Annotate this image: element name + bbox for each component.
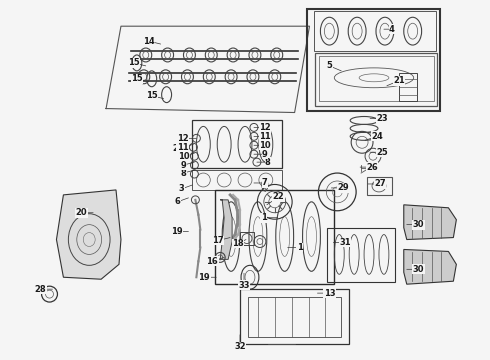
Polygon shape bbox=[404, 205, 456, 239]
Text: 10: 10 bbox=[178, 152, 189, 161]
Text: 5: 5 bbox=[326, 62, 332, 71]
Text: 32: 32 bbox=[234, 342, 246, 351]
Text: 23: 23 bbox=[376, 114, 388, 123]
Bar bbox=[193, 121, 282, 168]
Bar bbox=[248, 297, 341, 337]
Text: 8: 8 bbox=[181, 168, 186, 177]
Text: 24: 24 bbox=[371, 132, 383, 141]
Text: 33: 33 bbox=[238, 281, 250, 290]
Text: 25: 25 bbox=[376, 148, 388, 157]
Text: 1: 1 bbox=[296, 243, 302, 252]
Text: 29: 29 bbox=[338, 184, 349, 193]
Text: 11: 11 bbox=[176, 143, 188, 152]
Text: 9: 9 bbox=[262, 150, 268, 159]
Text: 19: 19 bbox=[198, 273, 210, 282]
Text: 27: 27 bbox=[374, 180, 386, 189]
Bar bbox=[316, 53, 437, 105]
Text: 3: 3 bbox=[179, 184, 184, 193]
Text: 31: 31 bbox=[340, 238, 351, 247]
Text: 6: 6 bbox=[174, 197, 180, 206]
Text: 10: 10 bbox=[259, 141, 270, 150]
Text: 15: 15 bbox=[131, 74, 143, 83]
Text: 28: 28 bbox=[35, 285, 47, 294]
Text: 12: 12 bbox=[259, 123, 270, 132]
Text: 1: 1 bbox=[261, 213, 267, 222]
Bar bbox=[215, 190, 334, 284]
Text: 30: 30 bbox=[413, 265, 424, 274]
Text: 8: 8 bbox=[265, 158, 270, 167]
Text: 4: 4 bbox=[389, 25, 395, 34]
Text: 17: 17 bbox=[212, 236, 224, 245]
Text: 26: 26 bbox=[366, 163, 378, 172]
Polygon shape bbox=[220, 200, 232, 260]
Bar bbox=[319, 56, 434, 100]
Text: 15: 15 bbox=[146, 91, 158, 100]
Text: 30: 30 bbox=[413, 220, 424, 229]
Bar bbox=[367, 177, 392, 195]
Text: 14: 14 bbox=[143, 37, 155, 46]
Bar bbox=[327, 228, 395, 282]
Text: 18: 18 bbox=[232, 239, 244, 248]
Polygon shape bbox=[56, 190, 121, 279]
Bar bbox=[240, 289, 349, 344]
Text: 9: 9 bbox=[181, 161, 186, 170]
Bar bbox=[193, 170, 282, 190]
Text: 11: 11 bbox=[259, 132, 270, 141]
Bar bbox=[240, 231, 254, 246]
Bar bbox=[315, 11, 436, 51]
Text: 13: 13 bbox=[323, 289, 335, 298]
Text: 12: 12 bbox=[176, 134, 188, 143]
Polygon shape bbox=[404, 249, 456, 284]
Text: 2: 2 bbox=[172, 144, 178, 153]
Text: 21: 21 bbox=[393, 76, 405, 85]
Text: 16: 16 bbox=[206, 257, 218, 266]
Bar bbox=[307, 9, 441, 111]
Text: 7: 7 bbox=[262, 179, 268, 188]
Text: 22: 22 bbox=[273, 192, 285, 201]
Bar bbox=[399, 73, 416, 100]
Text: 15: 15 bbox=[128, 58, 140, 67]
Text: 19: 19 bbox=[171, 227, 182, 236]
Text: 20: 20 bbox=[75, 208, 87, 217]
